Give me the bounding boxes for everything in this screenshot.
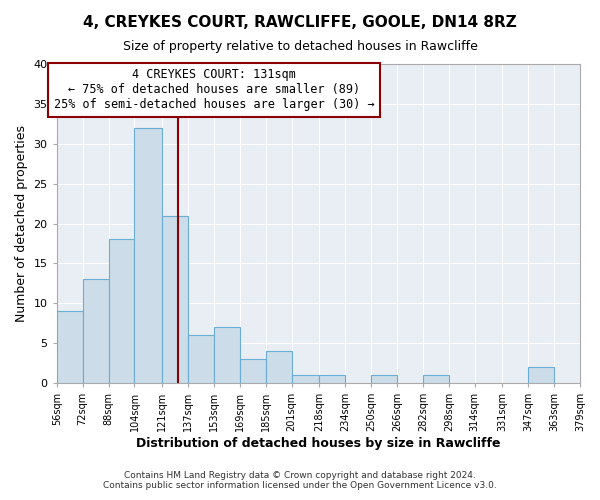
- Bar: [188, 335, 214, 383]
- Bar: [423, 375, 449, 383]
- Bar: [134, 128, 162, 383]
- Text: Contains HM Land Registry data © Crown copyright and database right 2024.
Contai: Contains HM Land Registry data © Crown c…: [103, 470, 497, 490]
- Bar: [528, 367, 554, 383]
- Bar: [266, 351, 292, 383]
- Bar: [214, 327, 240, 383]
- Bar: [240, 359, 266, 383]
- Text: Size of property relative to detached houses in Rawcliffe: Size of property relative to detached ho…: [122, 40, 478, 53]
- Bar: [57, 312, 83, 383]
- X-axis label: Distribution of detached houses by size in Rawcliffe: Distribution of detached houses by size …: [136, 437, 500, 450]
- Bar: [109, 240, 134, 383]
- Bar: [162, 216, 188, 383]
- Text: 4, CREYKES COURT, RAWCLIFFE, GOOLE, DN14 8RZ: 4, CREYKES COURT, RAWCLIFFE, GOOLE, DN14…: [83, 15, 517, 30]
- Bar: [83, 280, 109, 383]
- Text: 4 CREYKES COURT: 131sqm
← 75% of detached houses are smaller (89)
25% of semi-de: 4 CREYKES COURT: 131sqm ← 75% of detache…: [53, 68, 374, 112]
- Bar: [292, 375, 319, 383]
- Bar: [319, 375, 345, 383]
- Y-axis label: Number of detached properties: Number of detached properties: [15, 125, 28, 322]
- Bar: [371, 375, 397, 383]
